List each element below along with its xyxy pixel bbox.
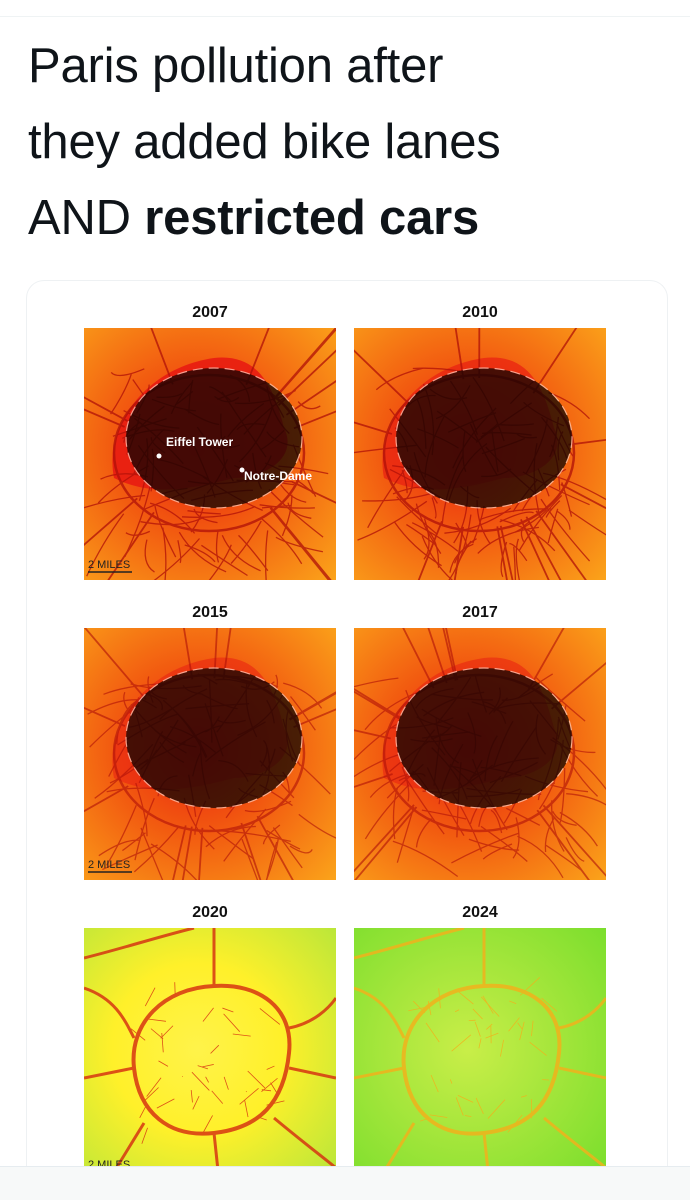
post-text-line-1: Paris pollution after — [28, 39, 444, 93]
landmark-label: Eiffel Tower — [166, 435, 233, 449]
landmark-dot — [239, 467, 245, 473]
panel-title-2024: 2024 — [462, 904, 498, 921]
landmark-dot — [156, 453, 162, 459]
bottom-bar — [0, 1166, 690, 1200]
pollution-map-2024 — [354, 928, 606, 1180]
post-text-line-2: they added bike lanes — [28, 115, 501, 169]
post-text-line-3-prefix: AND — [28, 191, 145, 245]
map-background — [84, 928, 336, 1180]
panel-title-2015: 2015 — [192, 604, 228, 621]
pollution-map-2017 — [354, 628, 606, 880]
post-text-line-3: AND restricted cars — [28, 180, 668, 256]
road-network — [84, 928, 336, 1180]
pollution-map-2007: Eiffel Tower Notre-Dame 2 MILES — [84, 328, 336, 580]
scale-bar-label: 2 MILES — [88, 859, 130, 871]
panel-title-2017: 2017 — [462, 604, 498, 621]
post-text: Paris pollution after they added bike la… — [28, 28, 668, 256]
landmark-label: Notre-Dame — [244, 469, 312, 483]
pollution-map-2010 — [354, 328, 606, 580]
panel-title-2007: 2007 — [192, 304, 228, 321]
panel-title-2020: 2020 — [192, 904, 228, 921]
panel-title-2010: 2010 — [462, 304, 498, 321]
map-background — [354, 928, 606, 1180]
top-divider — [0, 16, 690, 17]
pollution-map-2015: 2 MILES — [84, 628, 336, 880]
pollution-map-2020: 2 MILES — [84, 928, 336, 1180]
post-text-bold: restricted cars — [144, 191, 480, 245]
scale-bar-label: 2 MILES — [88, 559, 130, 571]
media-image[interactable]: 2007 2010 Eiffel Tower Notre-Dame 2 MILES … — [26, 280, 668, 1200]
